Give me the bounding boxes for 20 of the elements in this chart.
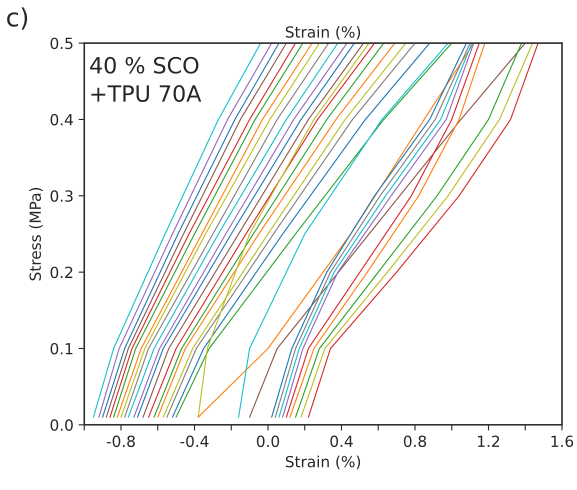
x-tick-label: 1.6 <box>552 436 574 448</box>
annotation: 40 % SCO +TPU 70A <box>90 56 202 102</box>
x-axis-title: Strain (%) <box>286 456 360 470</box>
x-tick-label: 0.4 <box>330 436 353 448</box>
y-tick-label: 0.4 <box>50 114 73 126</box>
x-tick-label: 1.2 <box>478 436 500 447</box>
x2-axis-title: Strain (%) <box>286 26 360 40</box>
x-tick-label: 0.8 <box>404 436 426 448</box>
x-tick-label: 0.0 <box>256 436 280 448</box>
y-tick-label: 0.0 <box>50 419 73 431</box>
y-tick-label: 0.3 <box>50 190 73 202</box>
y-tick-label: 0.1 <box>50 342 72 355</box>
line-series <box>238 43 449 418</box>
y-axis-title: Stress (MPa) <box>29 188 43 280</box>
text: c) <box>7 7 28 30</box>
x-tick-label: -0.4 <box>180 436 209 448</box>
x-tick-label: -0.8 <box>106 436 135 448</box>
line-series <box>249 43 526 418</box>
y-tick-label: 0.5 <box>50 38 72 50</box>
y-tick-label: 0.2 <box>50 266 72 278</box>
